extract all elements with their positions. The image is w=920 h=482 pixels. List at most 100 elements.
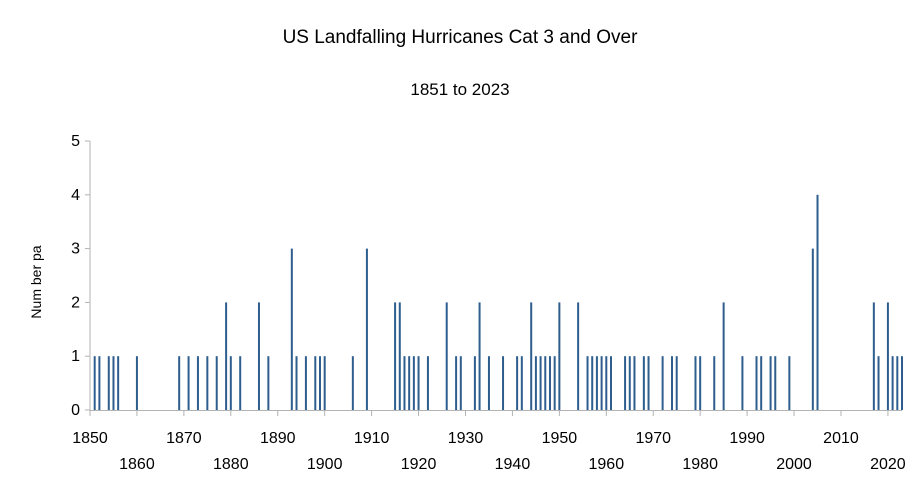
x-tick-label: 2020 bbox=[870, 456, 906, 473]
y-axis-title: Num ber pa bbox=[28, 245, 44, 318]
y-tick-label: 1 bbox=[71, 348, 80, 365]
bar bbox=[544, 356, 547, 410]
bar bbox=[788, 356, 791, 410]
bar bbox=[215, 356, 218, 410]
x-tick-label: 1990 bbox=[729, 430, 765, 447]
bar bbox=[539, 356, 542, 410]
x-tick-label: 1880 bbox=[213, 456, 249, 473]
x-tick-label: 1940 bbox=[495, 456, 531, 473]
x-tick-label: 1960 bbox=[589, 456, 625, 473]
bar bbox=[239, 356, 242, 410]
bar bbox=[417, 356, 420, 410]
x-ticks-group: 1850 1860 1870 1880 1890 1900 1910 1920 1930 1940… bbox=[72, 410, 906, 473]
bar bbox=[600, 356, 603, 410]
x-tick-label: 1890 bbox=[260, 430, 296, 447]
bar bbox=[760, 356, 763, 410]
bar bbox=[290, 248, 293, 410]
bar bbox=[675, 356, 678, 410]
y-tick-label: 0 bbox=[71, 402, 80, 419]
bar bbox=[769, 356, 772, 410]
bar bbox=[502, 356, 505, 410]
bar bbox=[577, 302, 580, 410]
bar bbox=[609, 356, 612, 410]
bar bbox=[196, 356, 199, 410]
bar bbox=[412, 356, 415, 410]
bar bbox=[478, 302, 481, 410]
chart-title: US Landfalling Hurricanes Cat 3 and Over bbox=[282, 27, 638, 48]
bar bbox=[135, 356, 138, 410]
bars-group bbox=[93, 194, 903, 410]
bar bbox=[229, 356, 232, 410]
bar bbox=[516, 356, 519, 410]
bar bbox=[304, 356, 307, 410]
bar bbox=[455, 356, 458, 410]
bar bbox=[741, 356, 744, 410]
bar bbox=[774, 356, 777, 410]
bar bbox=[323, 356, 326, 410]
y-tick-label: 3 bbox=[71, 241, 80, 258]
bar bbox=[534, 356, 537, 410]
bar bbox=[187, 356, 190, 410]
bar bbox=[295, 356, 298, 410]
bar bbox=[487, 356, 490, 410]
x-tick-label: 1850 bbox=[72, 430, 108, 447]
bar bbox=[595, 356, 598, 410]
bar bbox=[591, 356, 594, 410]
x-tick-label: 1910 bbox=[354, 430, 390, 447]
bar bbox=[816, 194, 819, 410]
bar bbox=[624, 356, 627, 410]
bar bbox=[267, 356, 270, 410]
y-ticks-group: 0 1 2 3 4 5 bbox=[71, 133, 90, 419]
x-tick-label: 1860 bbox=[119, 456, 155, 473]
bar bbox=[877, 356, 880, 410]
bar bbox=[459, 356, 462, 410]
bar bbox=[426, 356, 429, 410]
bar bbox=[811, 248, 814, 410]
bar bbox=[473, 356, 476, 410]
x-tick-label: 1930 bbox=[448, 430, 484, 447]
x-tick-label: 1980 bbox=[682, 456, 718, 473]
bar bbox=[318, 356, 321, 410]
x-tick-label: 1900 bbox=[307, 456, 343, 473]
y-tick-label: 5 bbox=[71, 133, 80, 150]
bar bbox=[98, 356, 101, 410]
bar bbox=[530, 302, 533, 410]
bar bbox=[553, 356, 556, 410]
bar bbox=[713, 356, 716, 410]
bar bbox=[755, 356, 758, 410]
x-tick-label: 1920 bbox=[401, 456, 437, 473]
bar bbox=[398, 302, 401, 410]
bar bbox=[365, 248, 368, 410]
x-tick-label: 2000 bbox=[776, 456, 812, 473]
x-tick-label: 1870 bbox=[166, 430, 202, 447]
bar bbox=[314, 356, 317, 410]
bar bbox=[891, 356, 894, 410]
bar bbox=[394, 302, 397, 410]
bar bbox=[586, 356, 589, 410]
bar bbox=[633, 356, 636, 410]
bar bbox=[558, 302, 561, 410]
bar bbox=[886, 302, 889, 410]
axes-group bbox=[89, 141, 902, 411]
bar bbox=[178, 356, 181, 410]
bar bbox=[408, 356, 411, 410]
bar bbox=[901, 356, 903, 410]
bar bbox=[403, 356, 406, 410]
bar bbox=[647, 356, 650, 410]
bar bbox=[107, 356, 110, 410]
bar bbox=[112, 356, 115, 410]
x-tick-label: 1950 bbox=[542, 430, 578, 447]
bar bbox=[896, 356, 899, 410]
bar bbox=[257, 302, 260, 410]
y-tick-label: 2 bbox=[71, 294, 80, 311]
chart-subtitle: 1851 to 2023 bbox=[410, 80, 510, 99]
bar bbox=[642, 356, 645, 410]
bar bbox=[445, 302, 448, 410]
y-tick-label: 4 bbox=[71, 187, 80, 204]
bar bbox=[548, 356, 551, 410]
bar bbox=[117, 356, 120, 410]
bar bbox=[225, 302, 228, 410]
bar bbox=[628, 356, 631, 410]
bar bbox=[661, 356, 664, 410]
